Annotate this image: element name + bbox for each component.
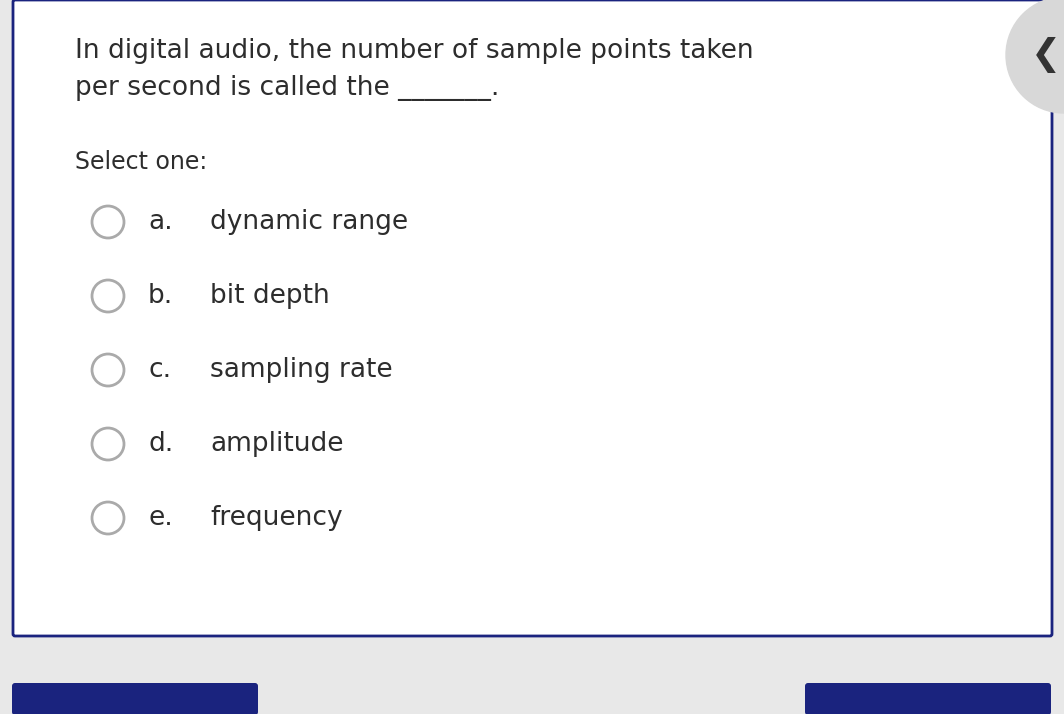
FancyBboxPatch shape (13, 0, 1052, 636)
Text: sampling rate: sampling rate (210, 357, 393, 383)
Text: per second is called the _______.: per second is called the _______. (74, 75, 499, 101)
Text: a.: a. (148, 209, 172, 235)
Text: d.: d. (148, 431, 173, 457)
Text: b.: b. (148, 283, 173, 309)
Circle shape (92, 280, 124, 312)
FancyBboxPatch shape (12, 683, 257, 714)
Text: bit depth: bit depth (210, 283, 330, 309)
Text: ❮: ❮ (1031, 37, 1061, 73)
Circle shape (92, 428, 124, 460)
Circle shape (92, 502, 124, 534)
Text: frequency: frequency (210, 505, 343, 531)
Text: amplitude: amplitude (210, 431, 344, 457)
Text: In digital audio, the number of sample points taken: In digital audio, the number of sample p… (74, 38, 753, 64)
Circle shape (92, 354, 124, 386)
Text: e.: e. (148, 505, 172, 531)
Text: dynamic range: dynamic range (210, 209, 409, 235)
Circle shape (1005, 0, 1064, 113)
Circle shape (92, 206, 124, 238)
Text: c.: c. (148, 357, 171, 383)
FancyBboxPatch shape (805, 683, 1051, 714)
Text: Select one:: Select one: (74, 150, 207, 174)
